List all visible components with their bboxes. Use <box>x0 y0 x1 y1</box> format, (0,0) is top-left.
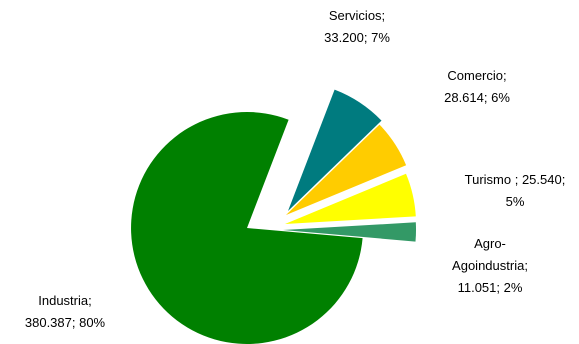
data-label-line: 11.051; 2% <box>458 280 523 295</box>
data-label-line: 380.387; 80% <box>25 315 106 330</box>
data-label-line: 28.614; 6% <box>444 90 510 105</box>
data-label-line: 33.200; 7% <box>324 30 390 45</box>
pie-slice-turismo <box>285 173 416 224</box>
data-label-comercio: Comercio; 28.614; 6% <box>444 68 510 105</box>
pie-slice-agro-agoindustria <box>283 222 417 242</box>
pie-slice-comercio <box>286 124 407 215</box>
data-label-line: Servicios; <box>329 8 385 23</box>
data-label-servicios: Servicios; 33.200; 7% <box>324 8 390 45</box>
data-label-line: Industria; <box>38 293 91 308</box>
data-label-line: Agro- <box>474 236 506 251</box>
pie-slice-servicios <box>288 89 382 211</box>
pie-slice-industria <box>131 111 363 344</box>
data-label-industria: Industria; 380.387; 80% <box>25 293 106 330</box>
data-label-turismo: Turismo ; 25.540; 5% <box>465 172 566 209</box>
data-label-line: Agoindustria; <box>452 258 528 273</box>
data-label-agro-agoindustria: Agro- Agoindustria; 11.051; 2% <box>452 236 528 295</box>
data-label-line: Turismo ; 25.540; <box>465 172 566 187</box>
data-label-line: Comercio; <box>447 68 506 83</box>
data-label-line: 5% <box>506 194 525 209</box>
